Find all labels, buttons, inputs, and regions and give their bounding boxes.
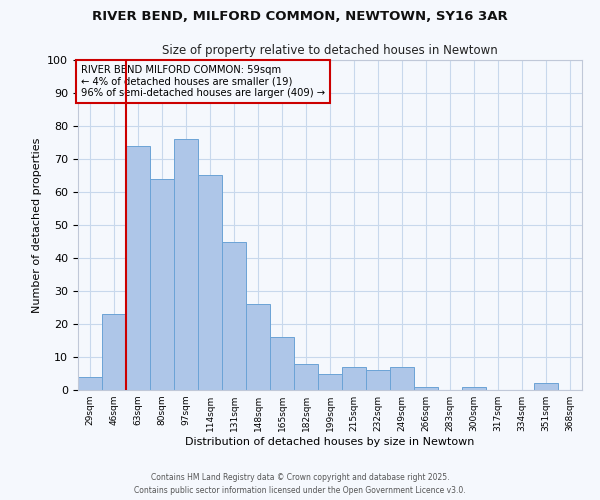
Bar [150,179,174,390]
Bar [126,146,150,390]
Text: RIVER BEND MILFORD COMMON: 59sqm
← 4% of detached houses are smaller (19)
96% of: RIVER BEND MILFORD COMMON: 59sqm ← 4% of… [80,65,325,98]
Bar [270,337,294,390]
Bar [414,386,438,390]
Bar [246,304,270,390]
Bar [390,367,414,390]
Bar [462,386,486,390]
Bar [174,139,198,390]
Bar [222,242,246,390]
Bar [366,370,390,390]
Title: Size of property relative to detached houses in Newtown: Size of property relative to detached ho… [162,44,498,58]
Bar [78,377,102,390]
Bar [198,176,222,390]
Bar [342,367,366,390]
Text: Contains HM Land Registry data © Crown copyright and database right 2025.
Contai: Contains HM Land Registry data © Crown c… [134,474,466,495]
Text: RIVER BEND, MILFORD COMMON, NEWTOWN, SY16 3AR: RIVER BEND, MILFORD COMMON, NEWTOWN, SY1… [92,10,508,23]
Bar [534,384,558,390]
Y-axis label: Number of detached properties: Number of detached properties [32,138,42,312]
Bar [318,374,342,390]
Bar [294,364,318,390]
Bar [102,314,126,390]
X-axis label: Distribution of detached houses by size in Newtown: Distribution of detached houses by size … [185,437,475,447]
